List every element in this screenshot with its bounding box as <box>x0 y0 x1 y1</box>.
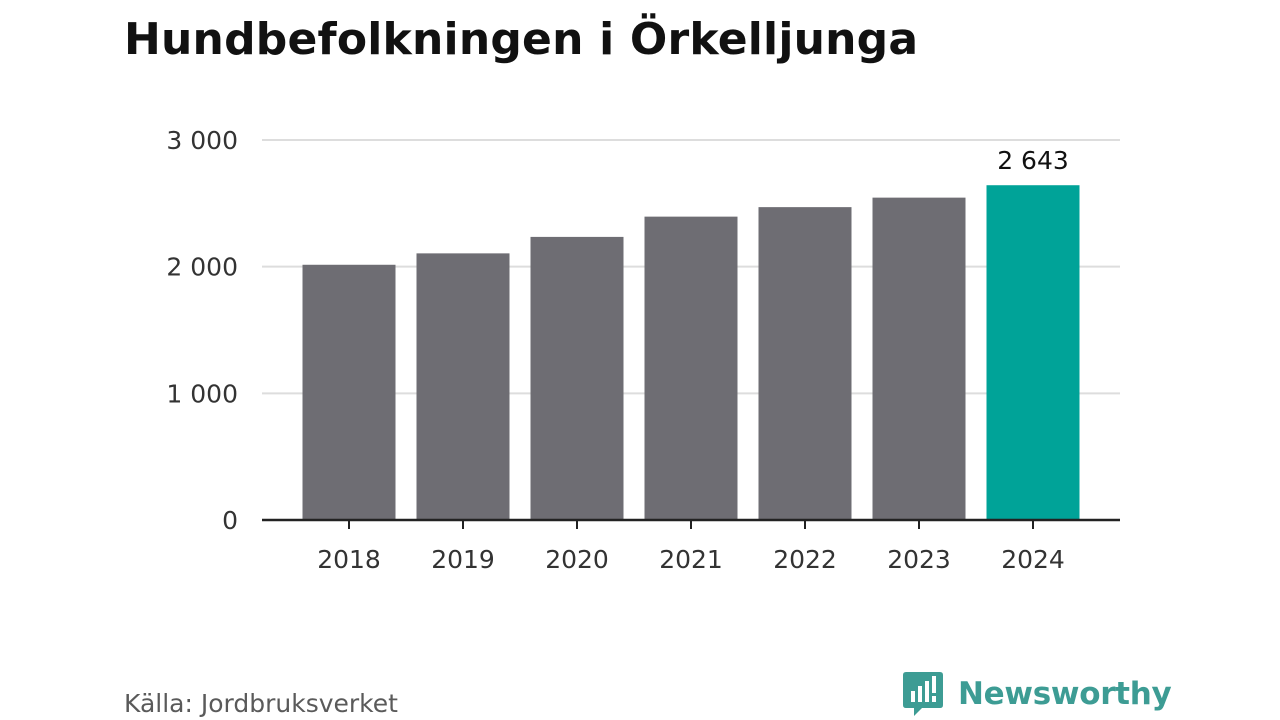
x-axis-tick-labels: 2018 2019 2020 2021 2022 2023 2024 <box>317 545 1065 574</box>
newsworthy-logo-icon <box>903 672 943 716</box>
bar-2019 <box>416 253 510 520</box>
x-tick-label-2022: 2022 <box>773 545 837 574</box>
x-tick-label-2018: 2018 <box>317 545 381 574</box>
bar-chart: 0 1 000 2 000 3 000 2018 2019 2020 2021 2022 202… <box>166 126 1120 574</box>
y-tick-label: 3 000 <box>166 126 238 155</box>
y-tick-label: 0 <box>222 506 238 535</box>
source-note: Källa: Jordbruksverket <box>124 689 398 718</box>
bar-2022 <box>758 207 852 520</box>
bar-2021 <box>644 216 738 520</box>
bar-2018 <box>302 264 396 520</box>
bar-2020 <box>530 236 624 520</box>
brand-name: Newsworthy <box>958 676 1172 712</box>
bar-2024 <box>986 185 1080 520</box>
x-axis <box>262 518 1120 529</box>
bar-2023 <box>872 197 966 520</box>
y-axis-tick-labels: 0 1 000 2 000 3 000 <box>166 126 238 535</box>
chart-title: Hundbefolkningen i Örkelljunga <box>124 14 919 65</box>
x-tick-label-2024: 2024 <box>1001 545 1065 574</box>
data-label: 2 643 <box>997 146 1069 175</box>
x-tick-label-2021: 2021 <box>659 545 723 574</box>
y-tick-label: 2 000 <box>166 253 238 282</box>
brand-logo: Newsworthy <box>902 670 1172 718</box>
data-labels: 2 643 <box>997 146 1069 175</box>
x-tick-label-2020: 2020 <box>545 545 609 574</box>
x-tick-label-2023: 2023 <box>887 545 951 574</box>
y-tick-label: 1 000 <box>166 379 238 408</box>
x-tick-label-2019: 2019 <box>431 545 495 574</box>
bars <box>302 185 1080 520</box>
